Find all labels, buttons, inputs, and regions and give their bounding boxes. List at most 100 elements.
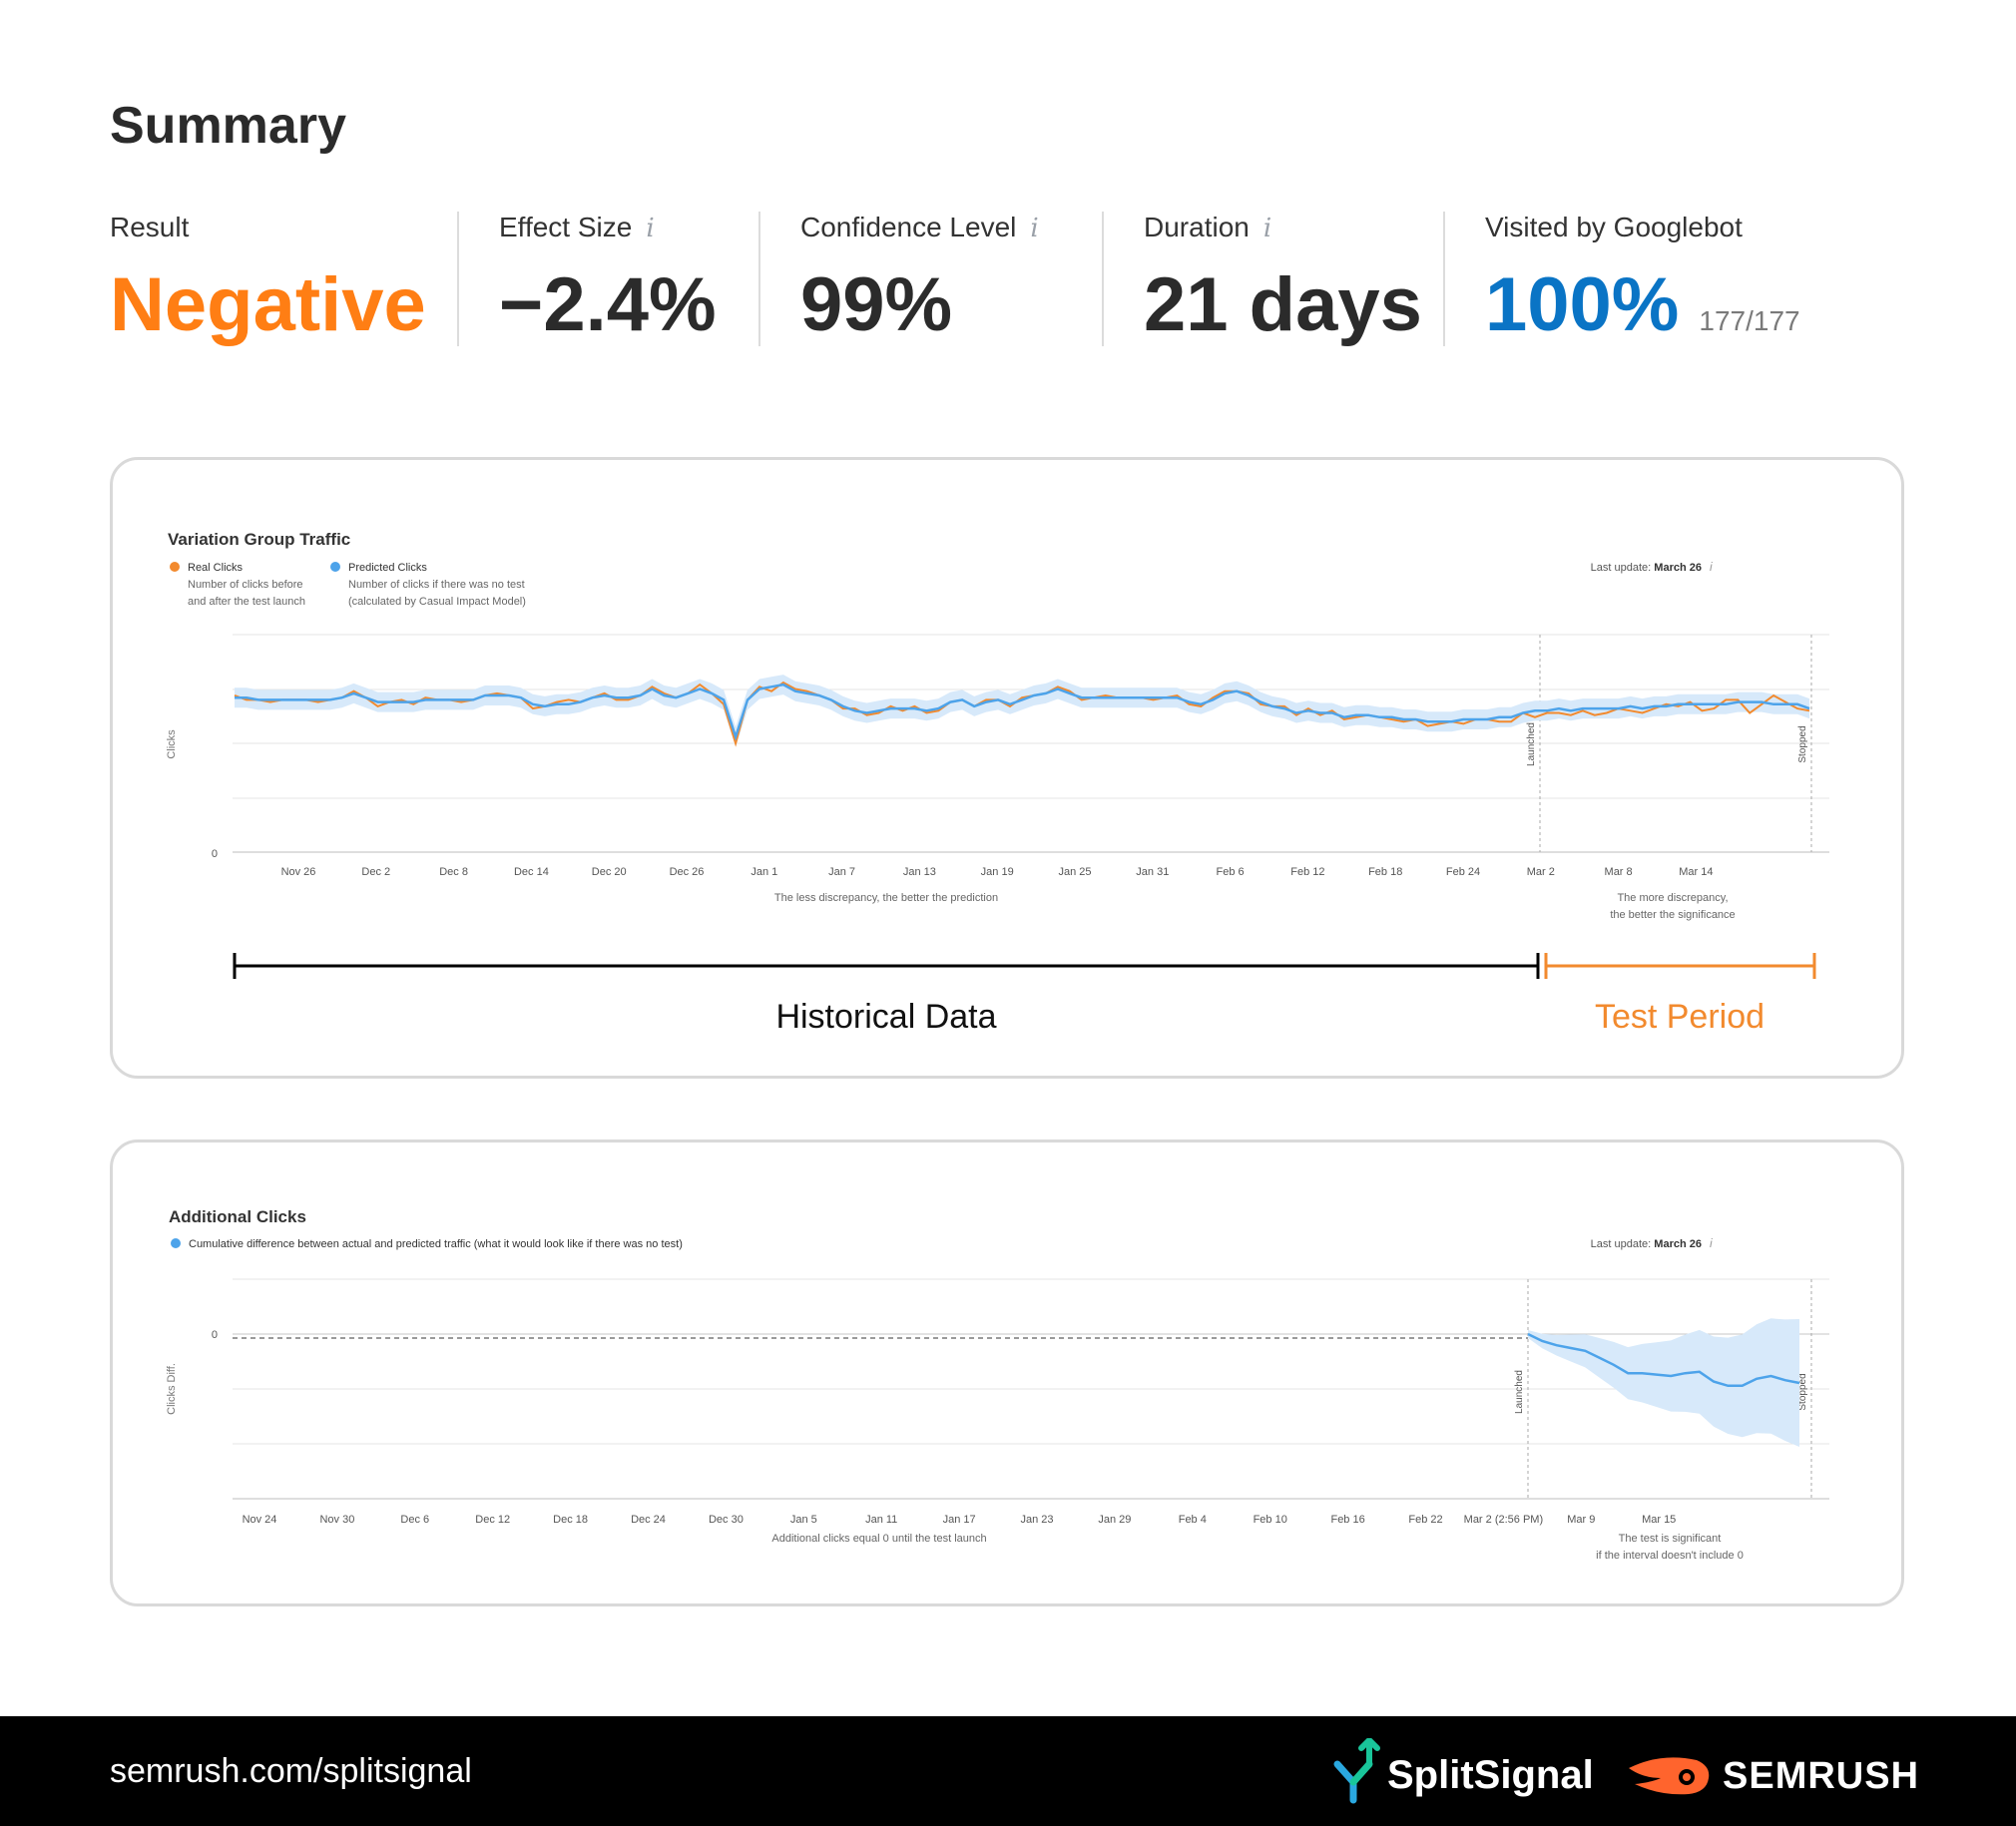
legend-label-diff: Cumulative difference between actual and… [189, 1238, 683, 1250]
metric-effect-size: Effect Size i −2.4% [499, 212, 717, 351]
legend-desc: Number of clicks before [188, 579, 303, 591]
metric-value-confidence: 99% [800, 262, 953, 347]
legend-dot-diff [171, 1238, 181, 1248]
y-tick-zero: 0 [212, 1329, 218, 1341]
x-tick-label: Dec 30 [709, 1514, 744, 1526]
test-period-bracket [1544, 953, 1816, 979]
x-tick-label: Dec 6 [400, 1514, 429, 1526]
x-tick-label: Feb 12 [1290, 866, 1324, 878]
x-tick-label: Mar 2 [1527, 866, 1555, 878]
x-tick-label: Mar 8 [1605, 866, 1633, 878]
metric-label: Duration [1144, 212, 1250, 242]
additional-clicks-card: Additional Clicks Cumulative difference … [110, 1140, 1904, 1606]
predicted-interval-band [235, 675, 1809, 747]
x-tick-label: Feb 6 [1217, 866, 1245, 878]
metric-divider [457, 212, 459, 346]
info-icon[interactable]: i [1262, 214, 1272, 243]
metric-divider [758, 212, 760, 346]
info-icon[interactable]: i [646, 214, 655, 243]
metric-result: Result Negative [110, 212, 426, 351]
cumulative-diff-line [1527, 1332, 1800, 1388]
real-clicks-line [234, 681, 1810, 747]
x-tick-label: Dec 14 [514, 866, 549, 878]
x-tick-label: Feb 16 [1330, 1514, 1364, 1526]
x-tick-label: Feb 10 [1254, 1514, 1287, 1526]
x-tick-label: Dec 8 [439, 866, 468, 878]
x-tick-label: Jan 31 [1136, 866, 1169, 878]
info-icon[interactable]: i [1030, 214, 1039, 243]
stopped-label: Stopped [1797, 1373, 1808, 1410]
x-tick-label: Dec 2 [361, 866, 390, 878]
confidence-interval-band [1528, 1318, 1799, 1447]
x-tick-label: Mar 15 [1642, 1514, 1676, 1526]
metric-divider [1443, 212, 1445, 346]
metric-value-googlebot: 100% [1485, 262, 1680, 347]
x-tick-label: Jan 23 [1020, 1514, 1053, 1526]
x-tick-label: Feb 22 [1408, 1514, 1442, 1526]
metric-duration: Duration i 21 days [1144, 212, 1422, 351]
x-tick-label: Dec 12 [475, 1514, 510, 1526]
chart-title: Variation Group Traffic [168, 530, 350, 549]
launched-label: Launched [1514, 1370, 1525, 1414]
metric-confidence: Confidence Level i 99% [800, 212, 1039, 351]
metric-value-result: Negative [110, 262, 426, 347]
chart-note-left: Additional clicks equal 0 until the test… [771, 1533, 986, 1545]
x-tick-label: Dec 26 [670, 866, 705, 878]
metric-value-effect-size: −2.4% [499, 262, 717, 347]
x-tick-label: Jan 1 [751, 866, 777, 878]
stopped-label: Stopped [1797, 725, 1808, 762]
y-axis-label: Clicks Diff. [166, 1363, 178, 1415]
predicted-clicks-line [235, 683, 1810, 741]
chart-note-right: if the interval doesn't include 0 [1596, 1550, 1744, 1562]
chart-note-left: The less discrepancy, the better the pre… [774, 892, 998, 904]
footer-logos: SplitSignal SEMRUSH [1333, 1738, 1918, 1804]
x-tick-label: Mar 14 [1679, 866, 1713, 878]
x-tick-label: Nov 26 [281, 866, 316, 878]
historical-data-bracket [233, 953, 1540, 979]
x-tick-label: Feb 18 [1368, 866, 1402, 878]
x-tick-label: Jan 5 [790, 1514, 817, 1526]
legend-label-predicted: Predicted Clicks [348, 562, 427, 574]
metric-divider [1102, 212, 1104, 346]
metric-googlebot: Visited by Googlebot 100% 177/177 [1485, 212, 1800, 351]
historical-data-label: Historical Data [775, 998, 996, 1036]
chart-note-right: The test is significant [1619, 1533, 1722, 1545]
chart-title: Additional Clicks [169, 1207, 306, 1226]
semrush-logo-icon [1629, 1757, 1710, 1795]
x-tick-label: Nov 30 [319, 1514, 354, 1526]
metric-sub-googlebot: 177/177 [1699, 305, 1800, 336]
x-tick-label: Mar 9 [1567, 1514, 1595, 1526]
test-period-label: Test Period [1595, 998, 1764, 1036]
legend-desc: Number of clicks if there was no test [348, 579, 525, 591]
x-tick-label: Feb 4 [1179, 1514, 1207, 1526]
metric-label: Visited by Googlebot [1485, 212, 1743, 242]
x-tick-label: Jan 11 [865, 1514, 897, 1526]
x-tick-label: Jan 29 [1098, 1514, 1131, 1526]
page-title: Summary [110, 97, 346, 155]
metric-label: Effect Size [499, 212, 633, 242]
legend-dot-real [170, 562, 180, 572]
info-icon[interactable]: i [1710, 1236, 1713, 1250]
splitsignal-logo-icon [1333, 1738, 1380, 1804]
x-tick-label: Jan 25 [1058, 866, 1091, 878]
footer-url-link[interactable]: semrush.com/splitsignal [110, 1752, 472, 1790]
last-update-label: Last update: March 26 [1591, 562, 1702, 574]
metric-value-duration: 21 days [1144, 262, 1422, 347]
x-tick-label: Dec 20 [592, 866, 627, 878]
y-tick-zero: 0 [212, 848, 218, 860]
traffic-chart: Variation Group Traffic Real Clicks Numb… [166, 530, 1829, 1036]
info-icon[interactable]: i [1710, 560, 1713, 574]
splitsignal-wordmark: SplitSignal [1387, 1753, 1594, 1797]
legend-desc: (calculated by Casual Impact Model) [348, 596, 526, 608]
x-tick-label: Jan 7 [828, 866, 855, 878]
last-update-label: Last update: March 26 [1591, 1238, 1702, 1250]
x-tick-label: Dec 18 [553, 1514, 588, 1526]
x-tick-label: Mar 2 (2:56 PM) [1464, 1514, 1543, 1526]
chart-note-right: the better the significance [1610, 909, 1735, 921]
x-tick-label: Nov 24 [243, 1514, 277, 1526]
x-tick-label: Jan 19 [981, 866, 1014, 878]
x-tick-label: Feb 24 [1446, 866, 1480, 878]
legend-desc: and after the test launch [188, 596, 305, 608]
legend-dot-predicted [330, 562, 340, 572]
launched-label: Launched [1526, 722, 1537, 766]
